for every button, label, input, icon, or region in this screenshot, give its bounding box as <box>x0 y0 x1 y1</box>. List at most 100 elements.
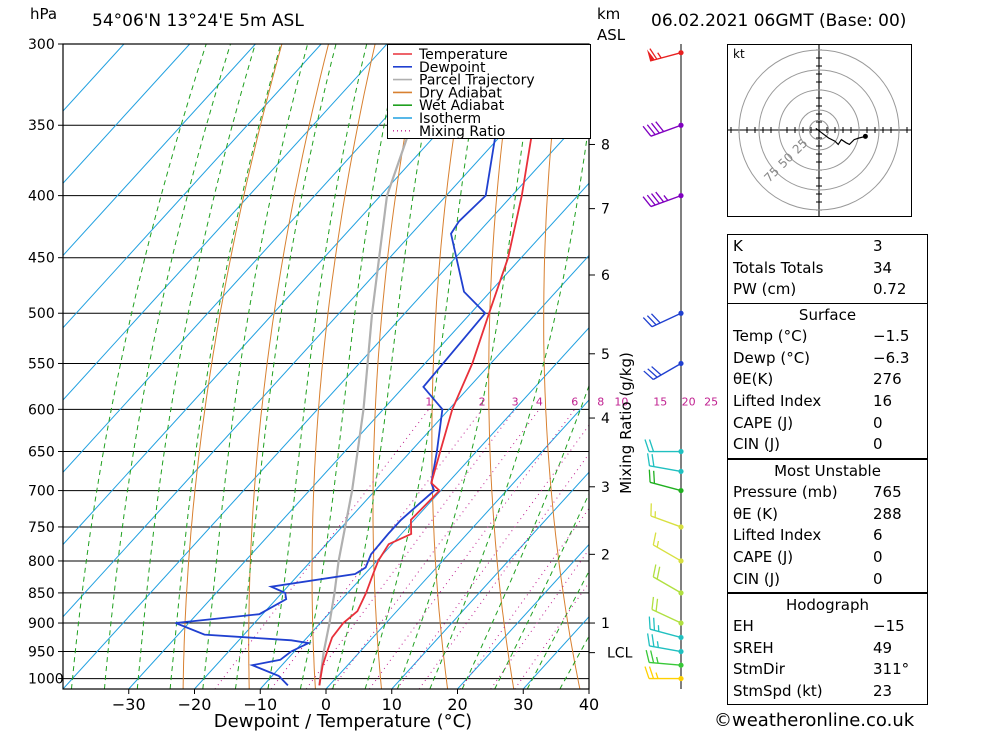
wind-barb <box>650 503 684 530</box>
wet-adiabat <box>429 120 589 689</box>
dry-adiabat <box>311 44 376 689</box>
wet-adiabat <box>494 492 589 689</box>
surface-value: 0 <box>873 413 883 432</box>
wet-adiabat <box>396 44 538 689</box>
surface-row: CIN (J) 0 <box>728 434 927 456</box>
isotherm <box>63 44 585 618</box>
legend-label: Isotherm <box>419 111 481 127</box>
most-unstable-label: θE (K) <box>733 504 778 523</box>
surface-label: CAPE (J) <box>733 413 794 432</box>
dry-adiabat <box>543 44 581 689</box>
wind-level-dot <box>678 360 684 367</box>
mixing-ratio-line <box>459 507 589 689</box>
pressure-tick-label: 500 <box>28 306 55 322</box>
x-axis-label: Dewpoint / Temperature (°C) <box>214 711 472 732</box>
surface-label: Temp (°C) <box>733 327 808 345</box>
isotherm <box>457 543 589 689</box>
wind-level-dot <box>678 590 684 596</box>
wind-barb <box>646 633 684 655</box>
wind-level-dot <box>678 310 684 316</box>
hodograph-ring-label: 50 <box>776 150 797 171</box>
surface-value: −6.3 <box>873 348 910 367</box>
wind-barb <box>642 121 684 137</box>
pressure-tick-label: 700 <box>28 484 55 500</box>
wet-adiabat <box>332 44 440 689</box>
wet-adiabat <box>461 384 589 689</box>
most-unstable-row: CIN (J) 0 <box>728 569 927 591</box>
wind-level-dot <box>678 558 684 564</box>
mixing-ratio-line <box>331 409 540 689</box>
mixing-ratio-label: 3 <box>512 395 519 408</box>
surface-value: 16 <box>873 392 893 411</box>
wind-level-dot <box>678 620 684 626</box>
dry-adiabat <box>431 44 469 689</box>
wind-level-dot <box>678 487 684 494</box>
wind-barb <box>648 616 684 641</box>
surface-label: CIN (J) <box>733 435 781 454</box>
dry-adiabat <box>182 44 283 689</box>
km-tick-label: 4 <box>601 411 610 427</box>
copyright-footer[interactable]: ©weatheronline.co.uk <box>714 710 915 731</box>
legend-label: Wet Adiabat <box>419 98 505 114</box>
legend-label: Mixing Ratio <box>419 124 505 138</box>
dry-adiabat <box>372 44 423 689</box>
wind-barb <box>644 439 684 455</box>
isotherm <box>63 44 519 546</box>
index-value: 34 <box>873 258 893 277</box>
index-label: PW (cm) <box>733 280 797 299</box>
location-title: 54°06'N 13°24'E 5m ASL <box>92 11 304 31</box>
wind-barb <box>651 596 684 626</box>
legend-label: Temperature <box>418 47 508 63</box>
most-unstable-value: 288 <box>873 504 902 523</box>
surface-value: −1.5 <box>873 327 910 345</box>
temperature-tick-label: 30 <box>513 695 533 714</box>
legend-label: Dewpoint <box>419 60 486 76</box>
km-tick-label: LCL <box>607 646 633 662</box>
most-unstable-label: CIN (J) <box>733 569 781 588</box>
index-row: PW (cm) 0.72 <box>728 279 927 301</box>
km-tick-label: 5 <box>601 347 610 363</box>
wind-barb <box>652 564 684 596</box>
surface-row: Dewp (°C) −6.3 <box>728 348 927 370</box>
hodograph-param-label: SREH <box>733 638 774 657</box>
surface-label: Lifted Index <box>733 392 822 411</box>
isotherm <box>325 399 589 689</box>
mixing-ratio-label: 10 <box>614 395 628 408</box>
hodograph-param-value: −15 <box>873 617 905 635</box>
pressure-tick-label: 900 <box>28 616 55 632</box>
hodograph-panel: 25 50 75 kt <box>727 44 912 217</box>
hodograph-endpoint <box>862 133 868 139</box>
wind-barb <box>645 649 684 668</box>
hodograph-param-row: StmSpd (kt) 23 <box>728 681 927 703</box>
dry-adiabat <box>934 44 1000 689</box>
km-asl-label: ASL <box>597 26 626 44</box>
surface-row: θE(K) 276 <box>728 369 927 391</box>
hodograph-param-value: 49 <box>873 638 893 657</box>
wet-adiabat <box>299 44 402 689</box>
mixing-ratio-label: 6 <box>571 395 578 408</box>
hodograph-params-table: Hodograph EH −15 SREH 49 StmDir 311° StmSpd (k… <box>727 593 928 705</box>
legend: Temperature Dewpoint Parcel Trajectory Dry … <box>387 44 591 139</box>
mixing-ratio-label: 20 <box>682 395 696 408</box>
wind-level-dot <box>678 634 684 641</box>
most-unstable-value: 765 <box>873 483 902 501</box>
pressure-tick-label: 650 <box>28 445 55 461</box>
surface-label: Dewp (°C) <box>733 348 811 367</box>
temperature-tick-label: 10 <box>382 695 402 714</box>
wet-adiabat <box>234 44 337 689</box>
hodograph-param-label: EH <box>733 617 754 635</box>
wind-barb <box>642 191 684 208</box>
hodograph-param-label: StmDir <box>733 660 785 679</box>
index-value: 3 <box>873 237 883 255</box>
wind-level-dot <box>678 448 684 455</box>
mixing-ratio-label: 1 <box>425 395 432 408</box>
mixing-ratio-line <box>396 424 589 689</box>
km-tick-label: 8 <box>601 137 610 153</box>
pressure-tick-label: 400 <box>28 189 55 205</box>
wind-level-dot <box>678 524 684 530</box>
most-unstable-table: Most Unstable Pressure (mb) 765 θE (K) 288 L… <box>727 459 928 593</box>
wet-adiabat <box>202 44 309 689</box>
legend-label: Parcel Trajectory <box>419 73 535 89</box>
pressure-tick-label: 800 <box>28 554 55 570</box>
hodograph-ring <box>778 89 860 171</box>
